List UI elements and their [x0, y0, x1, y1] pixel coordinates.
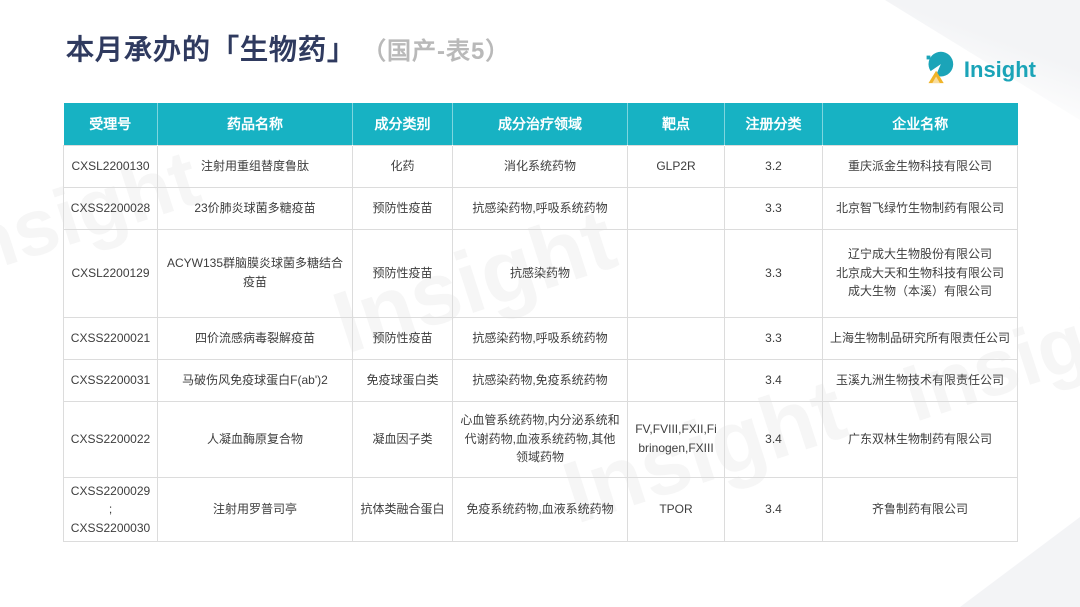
- cell-drug-name: 注射用重组替度鲁肽: [157, 144, 353, 188]
- cell-acceptance-no: CXSS2200028: [63, 186, 158, 230]
- page-title-subnote: （国产-表5）: [362, 38, 511, 65]
- cell-acceptance-no: CXSL2200129: [63, 228, 158, 318]
- cell-company: 齐鲁制药有限公司: [822, 476, 1018, 543]
- cell-target: FV,FVIII,FXII,Fibrinogen,FXIII: [627, 400, 725, 478]
- cell-ingredient-type: 凝血因子类: [352, 400, 453, 478]
- table-row: CXSL2200130 注射用重组替度鲁肽 化药 消化系统药物 GLP2R 3.…: [63, 144, 1018, 188]
- cell-company: 北京智飞绿竹生物制药有限公司: [822, 186, 1018, 230]
- cell-acceptance-no: CXSL2200130: [63, 144, 158, 188]
- cell-registration-class: 3.4: [724, 400, 823, 478]
- cell-registration-class: 3.4: [724, 476, 823, 543]
- cell-ingredient-type: 预防性疫苗: [352, 228, 453, 318]
- cell-therapeutic-area: 消化系统药物: [452, 144, 628, 188]
- cell-therapeutic-area: 抗感染药物,免疫系统药物: [452, 358, 628, 402]
- cell-registration-class: 3.4: [724, 358, 823, 402]
- cell-therapeutic-area: 心血管系统药物,内分泌系统和代谢药物,血液系统药物,其他领域药物: [452, 400, 628, 478]
- cell-company: 广东双林生物制药有限公司: [822, 400, 1018, 478]
- table-row: CXSL2200129 ACYW135群脑膜炎球菌多糖结合疫苗 预防性疫苗 抗感…: [63, 228, 1018, 318]
- cell-drug-name: 注射用罗普司亭: [157, 476, 353, 543]
- cell-company: 玉溪九洲生物技术有限责任公司: [822, 358, 1018, 402]
- column-header-acceptance-no: 受理号: [63, 103, 158, 145]
- biologics-filings-table: 受理号 药品名称 成分类别 成分治疗领域 靶点 注册分类 企业名称 CXSL22…: [63, 103, 1018, 543]
- cell-company: 重庆派金生物科技有限公司: [822, 144, 1018, 188]
- page-header: 本月承办的「生物药」 （国产-表5）: [66, 28, 510, 68]
- column-header-therapeutic-area: 成分治疗领域: [452, 103, 628, 145]
- cell-ingredient-type: 预防性疫苗: [352, 186, 453, 230]
- cell-acceptance-no: CXSS2200031: [63, 358, 158, 402]
- table-row: CXSS2200029; CXSS2200030 注射用罗普司亭 抗体类融合蛋白…: [63, 476, 1018, 543]
- cell-target: [627, 186, 725, 230]
- table-row: CXSS2200028 23价肺炎球菌多糖疫苗 预防性疫苗 抗感染药物,呼吸系统…: [63, 186, 1018, 230]
- insight-logo-icon: [919, 48, 957, 91]
- column-header-drug-name: 药品名称: [157, 103, 353, 145]
- cell-drug-name: 23价肺炎球菌多糖疫苗: [157, 186, 353, 230]
- table-header-row: 受理号 药品名称 成分类别 成分治疗领域 靶点 注册分类 企业名称: [63, 103, 1018, 145]
- cell-therapeutic-area: 抗感染药物,呼吸系统药物: [452, 316, 628, 360]
- cell-drug-name: 四价流感病毒裂解疫苗: [157, 316, 353, 360]
- cell-therapeutic-area: 抗感染药物,呼吸系统药物: [452, 186, 628, 230]
- cell-target: [627, 358, 725, 402]
- column-header-ingredient-type: 成分类别: [352, 103, 453, 145]
- cell-company: 辽宁成大生物股份有限公司 北京成大天和生物科技有限公司 成大生物（本溪）有限公司: [822, 228, 1018, 318]
- cell-acceptance-no: CXSS2200029; CXSS2200030: [63, 476, 158, 543]
- cell-drug-name: 马破伤风免疫球蛋白F(ab')2: [157, 358, 353, 402]
- cell-drug-name: 人凝血酶原复合物: [157, 400, 353, 478]
- cell-company: 上海生物制品研究所有限责任公司: [822, 316, 1018, 360]
- cell-therapeutic-area: 抗感染药物: [452, 228, 628, 318]
- table-row: CXSS2200021 四价流感病毒裂解疫苗 预防性疫苗 抗感染药物,呼吸系统药…: [63, 316, 1018, 360]
- cell-drug-name: ACYW135群脑膜炎球菌多糖结合疫苗: [157, 228, 353, 318]
- column-header-company: 企业名称: [822, 103, 1018, 145]
- cell-target: TPOR: [627, 476, 725, 543]
- cell-acceptance-no: CXSS2200022: [63, 400, 158, 478]
- insight-logo: Insight: [919, 48, 1036, 91]
- insight-logo-text: Insight: [963, 56, 1036, 82]
- column-header-registration-class: 注册分类: [724, 103, 823, 145]
- table-row: CXSS2200022 人凝血酶原复合物 凝血因子类 心血管系统药物,内分泌系统…: [63, 400, 1018, 478]
- cell-ingredient-type: 免疫球蛋白类: [352, 358, 453, 402]
- cell-acceptance-no: CXSS2200021: [63, 316, 158, 360]
- cell-target: [627, 228, 725, 318]
- cell-target: [627, 316, 725, 360]
- cell-registration-class: 3.3: [724, 186, 823, 230]
- cell-ingredient-type: 抗体类融合蛋白: [352, 476, 453, 543]
- cell-registration-class: 3.3: [724, 316, 823, 360]
- page-title: 本月承办的「生物药」: [66, 34, 357, 65]
- cell-ingredient-type: 化药: [352, 144, 453, 188]
- cell-ingredient-type: 预防性疫苗: [352, 316, 453, 360]
- cell-registration-class: 3.3: [724, 228, 823, 318]
- column-header-target: 靶点: [627, 103, 725, 145]
- cell-target: GLP2R: [627, 144, 725, 188]
- table-row: CXSS2200031 马破伤风免疫球蛋白F(ab')2 免疫球蛋白类 抗感染药…: [63, 358, 1018, 402]
- cell-therapeutic-area: 免疫系统药物,血液系统药物: [452, 476, 628, 543]
- cell-registration-class: 3.2: [724, 144, 823, 188]
